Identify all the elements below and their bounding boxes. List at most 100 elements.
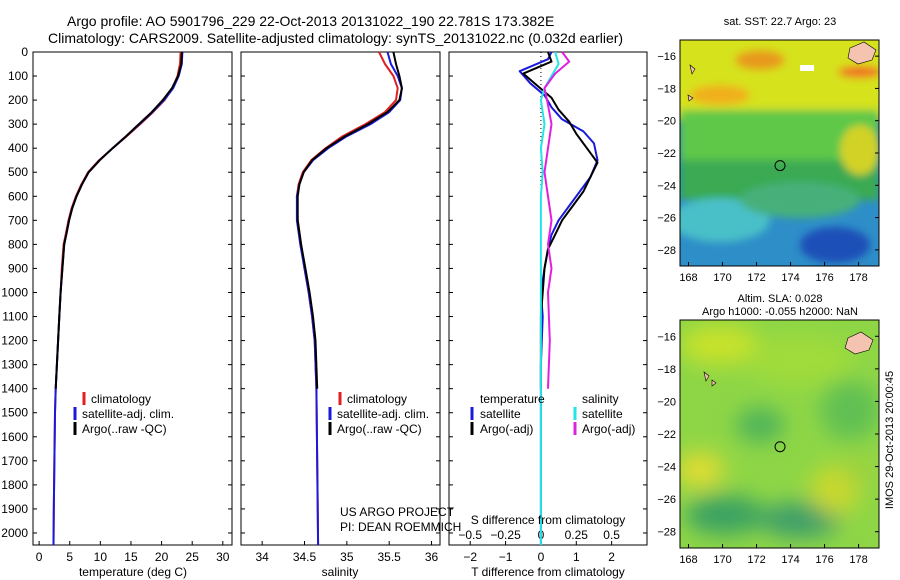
sst-map-xtick-label: 168 xyxy=(679,272,697,284)
sla-map-ticks: 168 170 172 174 176 178 −16 −18 −20 −22 −24 −26 −28 xyxy=(657,331,879,566)
legend-label-satellite: satellite-adj. clim. xyxy=(82,407,174,421)
depth-tick-label: 200 xyxy=(8,93,28,107)
sla-map-field xyxy=(680,320,879,548)
temperature-series xyxy=(52,51,184,546)
salinity-xlabel: salinity xyxy=(322,565,359,579)
difference-x2tick-label: −0.5 xyxy=(458,528,482,542)
sla-map-xtick-label: 174 xyxy=(781,554,799,566)
difference-xtick-label: 2 xyxy=(608,550,615,564)
salinity-xtick-label: 36 xyxy=(425,550,439,564)
legend-label-t-argo: Argo(-adj) xyxy=(480,422,533,436)
sst-map-ytick-label: −16 xyxy=(657,51,676,63)
depth-tick-label: 1300 xyxy=(1,358,28,372)
sst-map-xtick-label: 172 xyxy=(747,272,765,284)
sla-map-argo-marker xyxy=(774,441,786,453)
depth-tick-label: 1500 xyxy=(1,406,28,420)
depth-tick-label: 800 xyxy=(8,237,28,251)
difference-xtick-label: 0 xyxy=(538,550,545,564)
salinity-legend: climatology satellite-adj. clim. Argo(..… xyxy=(328,392,429,436)
legend-label-s-argo: Argo(-adj) xyxy=(582,422,635,436)
sla-map-ytick-label: −16 xyxy=(657,331,676,343)
legend-label-climatology: climatology xyxy=(347,392,407,406)
sla-map-ytick-label: −22 xyxy=(657,429,676,441)
temperature-axes xyxy=(32,51,233,546)
sst-map-title: sat. SST: 22.7 Argo: 23 xyxy=(724,16,837,28)
salinity-series-line xyxy=(295,51,399,546)
sst-map-xtick-label: 178 xyxy=(849,272,867,284)
depth-tick-label: 400 xyxy=(8,141,28,155)
legend-title-temperature: temperature xyxy=(480,392,545,406)
temperature-xtick-label: 0 xyxy=(36,550,43,564)
sla-map-ytick-label: −28 xyxy=(657,527,676,539)
temperature-xtick-label: 25 xyxy=(186,550,200,564)
depth-tick-label: 1900 xyxy=(1,502,28,516)
salinity-ticks: 34 34.5 35 35.5 36 xyxy=(241,51,440,564)
sst-map-ytick-label: −28 xyxy=(657,245,676,257)
depth-tick-label: 2000 xyxy=(1,526,28,540)
depth-tick-label: 1800 xyxy=(1,478,28,492)
depth-tick-label: 700 xyxy=(8,213,28,227)
salinity-series xyxy=(295,51,403,546)
salinity-xtick-label: 34 xyxy=(255,550,269,564)
salinity-xtick-label: 34.5 xyxy=(293,550,317,564)
legend-label-argo: Argo(..raw -QC) xyxy=(82,422,167,436)
depth-tick-label: 500 xyxy=(8,165,28,179)
temperature-xtick-label: 5 xyxy=(66,550,73,564)
depth-tick-label: 900 xyxy=(8,261,28,275)
depth-tick-label: 0 xyxy=(21,45,28,59)
sla-map-xtick-label: 176 xyxy=(815,554,833,566)
difference-x2tick-label: 0.5 xyxy=(603,528,620,542)
salinity-series-line xyxy=(295,51,403,546)
sst-map-xtick-label: 176 xyxy=(815,272,833,284)
difference-xtick-label: −1 xyxy=(499,550,513,564)
depth-tick-label: 1700 xyxy=(1,454,28,468)
sst-map-ytick-label: −24 xyxy=(657,180,676,192)
temperature-legend: climatology satellite-adj. clim. Argo(..… xyxy=(73,392,174,436)
sla-map-xtick-label: 172 xyxy=(747,554,765,566)
difference-x2label: S difference from climatology xyxy=(471,513,626,527)
sst-map-xtick-label: 174 xyxy=(781,272,799,284)
sst-map-ytick-label: −20 xyxy=(657,116,676,128)
temperature-xlabel: temperature (deg C) xyxy=(79,565,187,579)
temperature-series-line xyxy=(54,51,183,389)
credit-pi: PI: DEAN ROEMMICH xyxy=(340,520,461,534)
sla-map-ytick-label: −18 xyxy=(657,364,676,376)
sst-map-xtick-label: 170 xyxy=(713,272,731,284)
difference-xtick-label: 1 xyxy=(573,550,580,564)
temperature-series-line xyxy=(52,51,182,546)
difference-series-line xyxy=(522,51,599,389)
depth-tick-label: 1100 xyxy=(2,310,28,324)
legend-label-climatology: climatology xyxy=(91,392,151,406)
credit-project: US ARGO PROJECT xyxy=(340,505,455,519)
temperature-xtick-label: 15 xyxy=(124,550,138,564)
depth-tick-label: 100 xyxy=(8,69,28,83)
legend-label-argo: Argo(..raw -QC) xyxy=(337,422,422,436)
salinity-series-line xyxy=(296,51,403,389)
depth-tick-label: 1200 xyxy=(1,334,28,348)
sst-map-ytick-label: −18 xyxy=(657,83,676,95)
header-line-1: Argo profile: AO 5901796_229 22-Oct-2013… xyxy=(67,13,554,29)
sla-map-title: Altim. SLA: 0.028 xyxy=(738,293,823,305)
salinity-axes xyxy=(240,51,441,546)
legend-label-t-satellite: satellite xyxy=(480,407,521,421)
difference-x2tick-label: −0.25 xyxy=(490,528,521,542)
legend-label-satellite: satellite-adj. clim. xyxy=(337,407,429,421)
depth-tick-label: 600 xyxy=(8,189,28,203)
sst-map-ticks: 168 170 172 174 176 178 −16 −18 −20 −22 −24 −26 −28 xyxy=(657,51,879,284)
sla-map-ytick-label: −26 xyxy=(657,494,676,506)
temperature-xtick-label: 10 xyxy=(94,550,108,564)
sla-map-ytick-label: −24 xyxy=(657,462,676,474)
depth-tick-label: 1600 xyxy=(1,430,28,444)
difference-series-line xyxy=(518,51,599,545)
sla-map-xtick-label: 168 xyxy=(679,554,697,566)
difference-series xyxy=(518,51,599,545)
difference-series-line xyxy=(539,51,560,545)
sst-map-ytick-label: −26 xyxy=(657,213,676,225)
sst-map-argo-marker xyxy=(774,160,786,172)
imos-timestamp: IMOS 29-Oct-2013 20:00:45 xyxy=(884,371,896,509)
sla-map-ytick-label: −20 xyxy=(657,396,676,408)
sst-map-field xyxy=(680,40,879,266)
temperature-xtick-label: 30 xyxy=(216,550,230,564)
sla-map-xtick-label: 170 xyxy=(713,554,731,566)
